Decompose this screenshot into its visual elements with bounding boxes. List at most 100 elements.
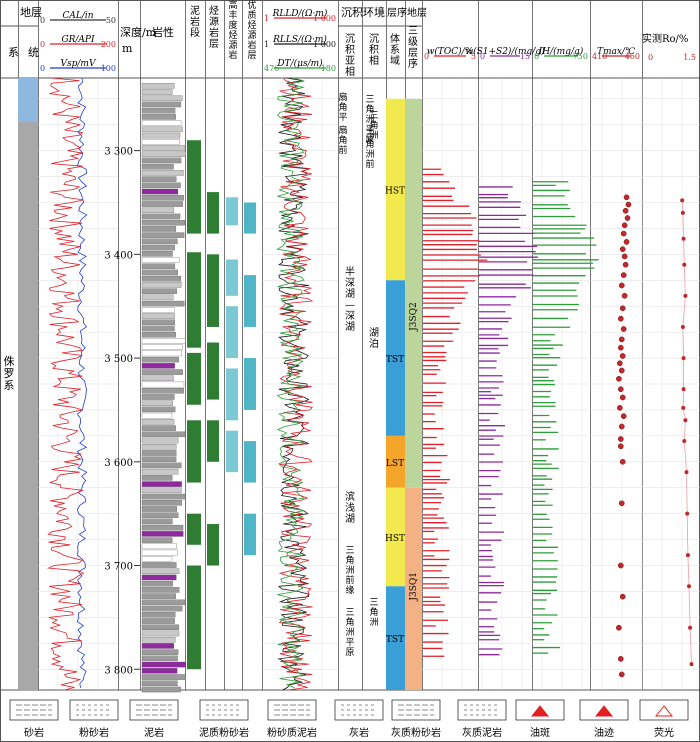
depth-label-3800: 3 800 bbox=[104, 665, 133, 676]
lith-bed-3751 bbox=[141, 618, 175, 624]
lith-bed-3247 bbox=[141, 95, 183, 101]
lith-bed-3787 bbox=[141, 655, 178, 662]
curve-min-cal: 0 bbox=[40, 16, 45, 25]
facies-header: 沉积相 bbox=[369, 32, 379, 67]
depth-label-3700: 3 700 bbox=[104, 562, 133, 573]
lith-bed-3721 bbox=[141, 587, 180, 593]
ro-point-3 bbox=[682, 262, 687, 267]
facies-3: 三角洲 bbox=[369, 598, 378, 628]
lith-bed-3775 bbox=[141, 643, 174, 649]
quality-bar-1 bbox=[244, 275, 256, 327]
tmax-point-12 bbox=[621, 292, 628, 299]
ro-max: 1.5 bbox=[683, 53, 696, 62]
lith-bed-3637 bbox=[141, 500, 182, 506]
lith-bed-3505 bbox=[141, 363, 175, 369]
tmax-point-32 bbox=[619, 593, 626, 600]
system-label: 侏罗系 bbox=[4, 355, 15, 392]
lith-bed-3403 bbox=[141, 257, 180, 263]
legend-label-0: 砂岩 bbox=[24, 726, 44, 739]
ro-point-9 bbox=[683, 418, 688, 423]
system-header: 系 bbox=[8, 46, 19, 59]
sequence-label-sq2: J3SQ2 bbox=[409, 302, 419, 332]
series-header: 统 bbox=[28, 46, 39, 59]
ro-line bbox=[681, 200, 692, 665]
src-segment-header: 泥岩段 bbox=[190, 4, 200, 39]
tmax-point-29 bbox=[619, 458, 626, 465]
ro-point-13 bbox=[685, 553, 690, 558]
high-abund-bar-1 bbox=[226, 259, 238, 296]
tmax-point-2 bbox=[622, 207, 629, 214]
lith-bed-3349 bbox=[141, 201, 183, 207]
lith-bed-3523 bbox=[141, 381, 185, 388]
src-segment-bar-0 bbox=[187, 140, 201, 234]
lith-bed-3685 bbox=[141, 549, 178, 556]
curve-label-tmax: Tmax/℃ bbox=[597, 47, 636, 57]
ro-point-6 bbox=[681, 356, 686, 361]
curve-min-dt: 476 bbox=[264, 64, 279, 73]
src-segment-bar-3 bbox=[187, 420, 201, 483]
lith-bed-3241 bbox=[141, 89, 173, 95]
quality-bar-4 bbox=[244, 513, 256, 556]
lith-bed-3715 bbox=[141, 580, 173, 587]
lith-bed-3781 bbox=[141, 649, 179, 655]
ro-point-14 bbox=[687, 584, 691, 589]
lith-bed-3799 bbox=[141, 668, 178, 674]
tmax-point-31 bbox=[617, 562, 624, 569]
curve-max-s1s2: 15 bbox=[520, 52, 530, 61]
curve-max-dt: 180 bbox=[321, 64, 336, 73]
ro-point-7 bbox=[681, 387, 686, 392]
lith-bed-3361 bbox=[141, 213, 181, 220]
tmax-point-24 bbox=[616, 405, 623, 411]
legend-label-2: 泥岩 bbox=[144, 726, 164, 739]
lith-bed-3469 bbox=[141, 325, 175, 332]
lith-bed-3601 bbox=[141, 462, 182, 469]
subfacies-1: 三角洲平原 bbox=[365, 95, 374, 145]
quality-bar-3 bbox=[244, 441, 256, 483]
tmax-point-23 bbox=[619, 394, 626, 401]
lith-bed-3697 bbox=[141, 562, 177, 568]
ro-point-0 bbox=[680, 198, 685, 203]
systems-tract-4 bbox=[386, 586, 405, 690]
tmax-point-34 bbox=[617, 656, 624, 662]
lith-bed-3757 bbox=[141, 624, 180, 630]
lith-bed-3385 bbox=[141, 238, 178, 245]
tmax-point-21 bbox=[616, 375, 622, 382]
lith-bed-3475 bbox=[141, 331, 177, 338]
tmax-point-14 bbox=[617, 315, 624, 322]
legend-mark-9 bbox=[594, 705, 614, 717]
depth-label-3500: 3 500 bbox=[104, 354, 133, 365]
seq-header: 层序地层 bbox=[387, 6, 427, 19]
lith-bed-3583 bbox=[141, 444, 177, 450]
tmax-point-33 bbox=[616, 624, 622, 631]
subfacies-4: 三角洲前 bbox=[365, 130, 374, 170]
legend-swatch-10 bbox=[639, 699, 689, 721]
gr-curve bbox=[46, 77, 85, 691]
src-rock-bar-0 bbox=[207, 192, 219, 234]
lith-bed-3265 bbox=[141, 114, 176, 120]
lith-bed-3511 bbox=[141, 369, 183, 375]
tmax-point-7 bbox=[619, 246, 626, 253]
curve-label-dt: DT/(μs/m) bbox=[276, 58, 323, 69]
lith-bed-3325 bbox=[141, 176, 177, 182]
lith-bed-3661 bbox=[141, 524, 184, 531]
src-segment-bar-1 bbox=[187, 252, 201, 348]
strat-top-fill bbox=[18, 78, 38, 122]
legend-label-3: 泥质粉砂岩 bbox=[199, 726, 249, 739]
lith-bed-3649 bbox=[141, 512, 179, 518]
lith-bed-3493 bbox=[141, 350, 182, 357]
legend-label-1: 粉砂岩 bbox=[79, 726, 109, 739]
lith-bed-3337 bbox=[141, 188, 179, 195]
legend-label-10: 荧光 bbox=[654, 726, 674, 739]
tmax-point-20 bbox=[618, 367, 625, 374]
tmax-point-28 bbox=[617, 443, 624, 450]
lith-bed-3301 bbox=[141, 151, 186, 157]
legend-label-9: 油迹 bbox=[594, 726, 614, 739]
lith-bed-3643 bbox=[141, 506, 178, 512]
tmax-point-30 bbox=[618, 500, 625, 507]
lith-bed-3769 bbox=[141, 636, 176, 643]
src-rock-bar-4 bbox=[207, 524, 219, 566]
lith-bed-3367 bbox=[141, 219, 185, 226]
quality-bar-2 bbox=[244, 358, 256, 410]
lith-bed-3577 bbox=[141, 437, 179, 444]
